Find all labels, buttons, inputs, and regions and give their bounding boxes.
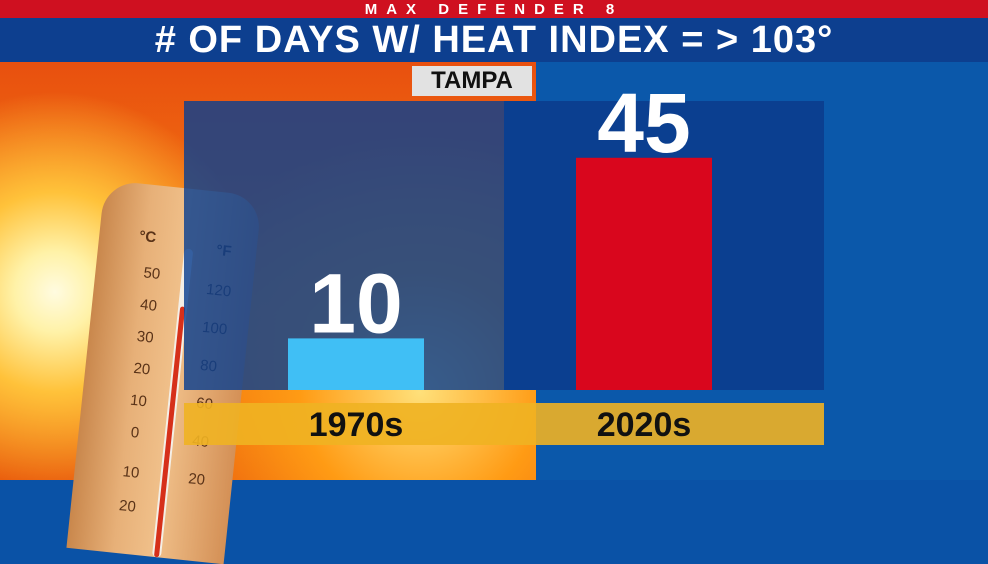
- category-label: 2020s: [597, 406, 692, 444]
- title-bar: # OF DAYS W/ HEAT INDEX = > 103°: [0, 18, 988, 62]
- bar-2020s: [576, 157, 712, 390]
- data-label: 10: [309, 256, 402, 350]
- location-tag: TAMPA: [412, 66, 532, 96]
- brand-strip: MAX DEFENDER 8: [0, 0, 988, 18]
- celsius-tick-label: 20: [118, 497, 137, 516]
- bar-chart: 10 1970s 45 2020s: [184, 76, 824, 445]
- bar-1970s: [288, 338, 424, 390]
- category-label: 1970s: [309, 406, 404, 444]
- chart-title: # OF DAYS W/ HEAT INDEX = > 103°: [154, 18, 834, 61]
- brand-name: MAX DEFENDER 8: [364, 0, 624, 18]
- data-label: 45: [597, 76, 690, 170]
- category-label-band: [184, 403, 824, 445]
